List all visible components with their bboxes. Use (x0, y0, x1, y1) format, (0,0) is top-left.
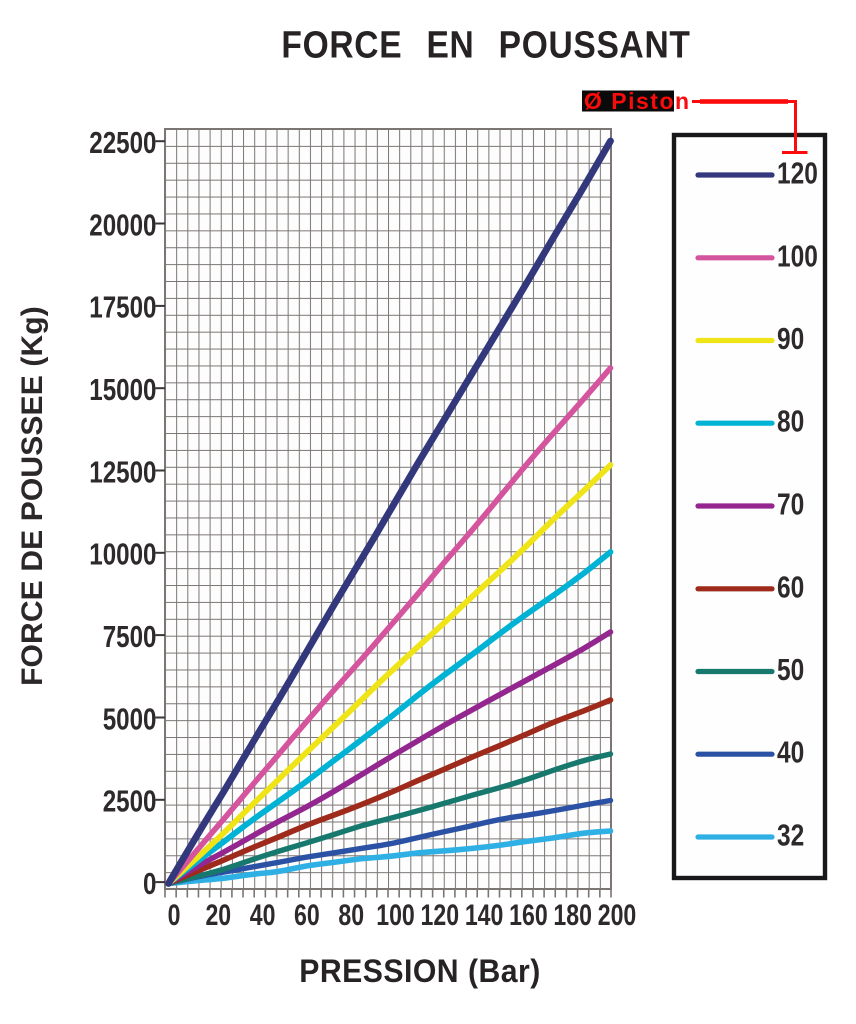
svg-text:70: 70 (777, 487, 804, 521)
svg-text:200: 200 (598, 898, 637, 932)
svg-text:FORCE EN POUSSANT: FORCE EN POUSSANT (281, 24, 690, 66)
svg-text:40: 40 (777, 735, 804, 769)
svg-text:FORCE DE POUSSEE (Kg): FORCE DE POUSSEE (Kg) (16, 306, 49, 686)
svg-text:140: 140 (465, 898, 504, 932)
svg-text:50: 50 (777, 652, 804, 686)
svg-text:100: 100 (376, 898, 415, 932)
svg-text:180: 180 (553, 898, 592, 932)
svg-text:80: 80 (777, 404, 804, 438)
svg-text:100: 100 (777, 239, 818, 273)
svg-text:90: 90 (777, 321, 804, 355)
svg-text:22500: 22500 (89, 125, 156, 160)
svg-text:0: 0 (168, 898, 181, 932)
svg-text:12500: 12500 (89, 454, 156, 489)
svg-text:17500: 17500 (89, 290, 156, 325)
svg-text:120: 120 (777, 156, 818, 190)
svg-text:5000: 5000 (103, 701, 157, 736)
svg-text:80: 80 (338, 898, 364, 932)
svg-text:0: 0 (143, 866, 156, 901)
svg-text:2500: 2500 (103, 784, 157, 819)
svg-text:10000: 10000 (89, 537, 156, 572)
svg-text:Ø Piston: Ø Piston (584, 88, 691, 114)
svg-text:PRESSION (Bar): PRESSION (Bar) (299, 953, 541, 989)
svg-text:160: 160 (509, 898, 548, 932)
svg-text:20000: 20000 (89, 207, 156, 242)
svg-text:120: 120 (421, 898, 460, 932)
svg-text:7500: 7500 (103, 619, 157, 654)
svg-text:20: 20 (205, 898, 231, 932)
svg-text:32: 32 (777, 818, 804, 852)
svg-text:60: 60 (777, 570, 804, 604)
svg-text:60: 60 (294, 898, 320, 932)
svg-text:15000: 15000 (89, 372, 156, 407)
svg-text:40: 40 (250, 898, 276, 932)
